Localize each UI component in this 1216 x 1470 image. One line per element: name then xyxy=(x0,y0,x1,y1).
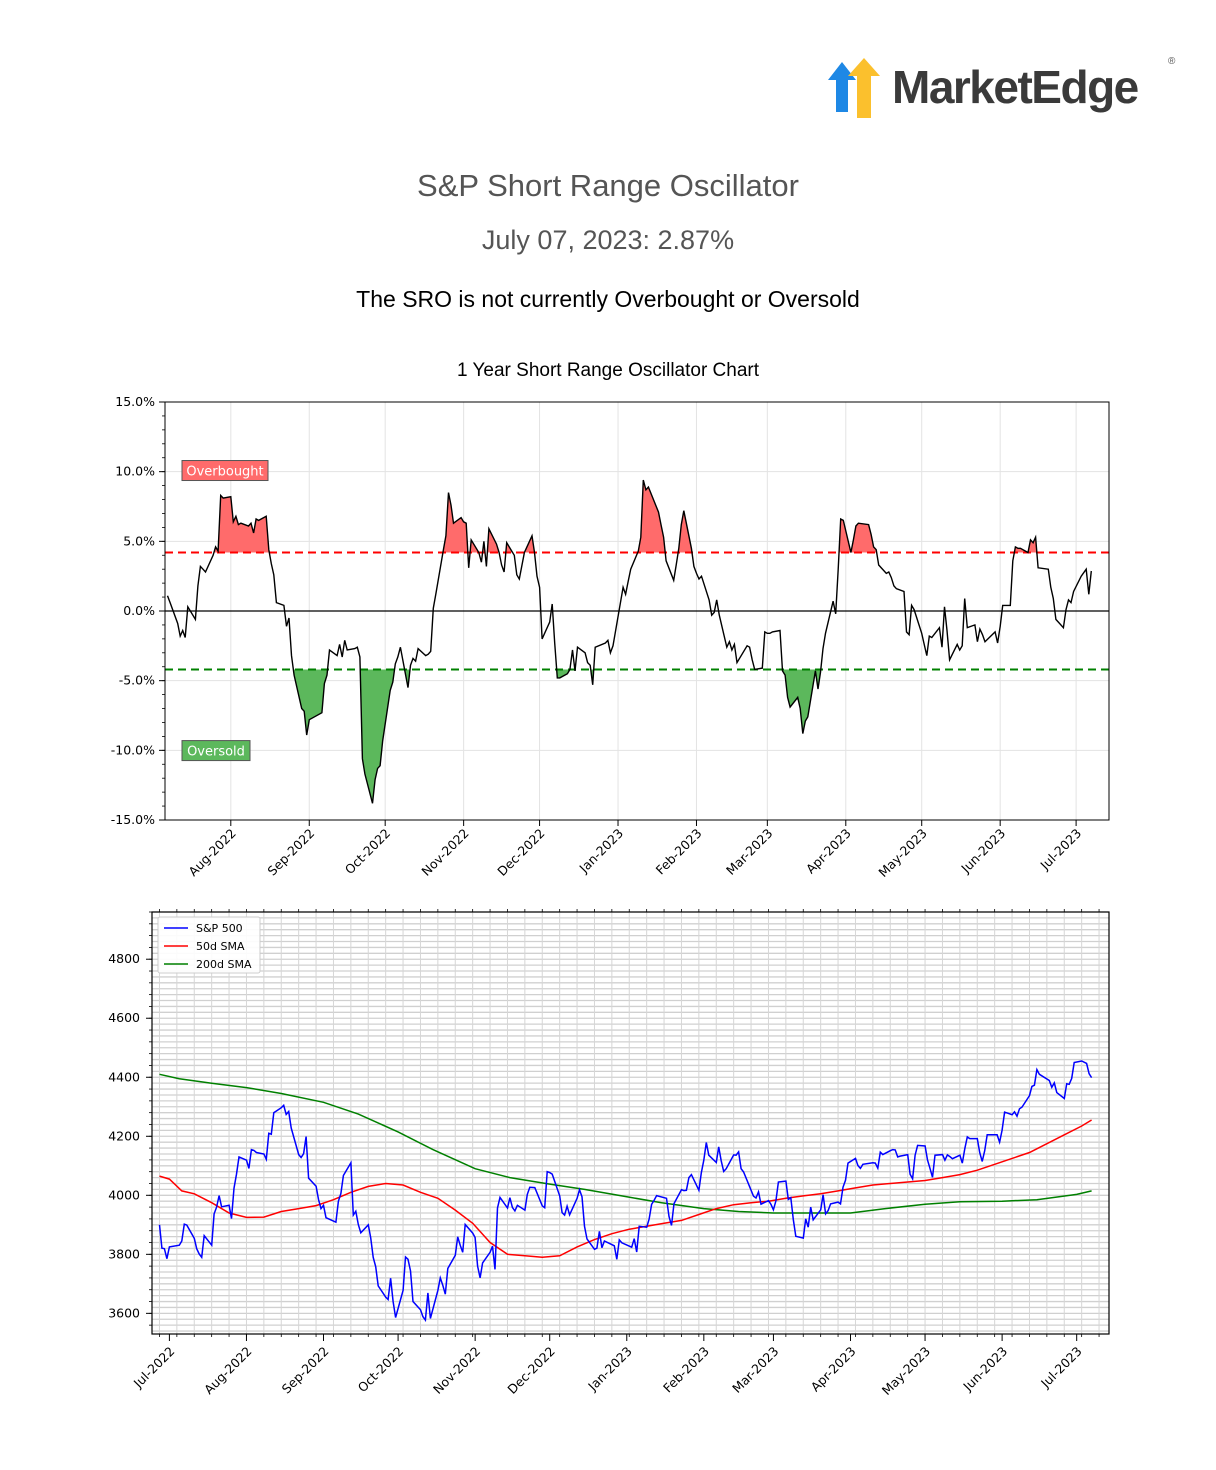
sro-series-line xyxy=(166,479,1092,804)
osc-ytick-label: 5.0% xyxy=(123,533,155,548)
osc-xtick-label: Sep-2022 xyxy=(264,826,317,879)
price-plot-frame xyxy=(151,911,1110,1335)
legend-label: 200d SMA xyxy=(196,958,252,971)
overbought-fill xyxy=(487,528,500,553)
osc-ytick-label: -10.0% xyxy=(111,742,155,757)
osc-xtick-label: Jun-2023 xyxy=(957,826,1008,877)
price-xtick-label: Jan-2023 xyxy=(584,1344,635,1395)
oscillator-chart-title: 1 Year Short Range Oscillator Chart xyxy=(456,360,760,381)
oversold-fill xyxy=(556,669,570,678)
logo-registered-mark: ® xyxy=(1168,56,1176,67)
price-xtick-label: Jul-2023 xyxy=(1037,1344,1085,1392)
osc-xtick-label: Feb-2023 xyxy=(653,826,705,878)
osc-ytick-label: -5.0% xyxy=(119,673,155,688)
price-xtick-label: Nov-2022 xyxy=(430,1344,483,1397)
sro-status-text: The SRO is not currently Overbought or O… xyxy=(356,286,860,312)
osc-xtick-label: Apr-2023 xyxy=(803,826,854,877)
legend-label: S&P 500 xyxy=(196,922,243,935)
price-xtick-label: Oct-2022 xyxy=(355,1344,407,1396)
osc-ytick-label: 10.0% xyxy=(115,464,155,479)
price-ytick-label: 3600 xyxy=(108,1305,140,1320)
oversold-fill xyxy=(360,669,395,804)
price-xtick-label: Jun-2023 xyxy=(959,1344,1010,1395)
price-ytick-label: 4600 xyxy=(108,1010,140,1025)
logo-yellow-arrow xyxy=(848,58,880,118)
legend-label: 50d SMA xyxy=(196,940,245,953)
logo-blue-arrow xyxy=(828,62,856,112)
overbought-label: Overbought xyxy=(186,465,263,480)
osc-xtick-label: Jan-2023 xyxy=(576,826,627,877)
price-xtick-label: Feb-2023 xyxy=(660,1344,712,1396)
price-xtick-label: Dec-2022 xyxy=(504,1344,557,1397)
oversold-label: Oversold xyxy=(187,745,245,760)
price-xtick-label: May-2023 xyxy=(879,1344,933,1398)
price-ytick-label: 3800 xyxy=(108,1246,140,1261)
page-subtitle: July 07, 2023: 2.87% xyxy=(481,225,735,255)
logo-arrows-icon xyxy=(828,58,880,118)
sp500-line xyxy=(158,1060,1093,1323)
overbought-label-box xyxy=(181,460,269,482)
osc-xtick-label: Nov-2022 xyxy=(418,826,471,879)
osc-xtick-label: Aug-2022 xyxy=(185,826,239,880)
overbought-fill xyxy=(678,510,692,553)
marketedge-logo: MarketEdge ® xyxy=(826,56,1186,120)
osc-xtick-label: Dec-2022 xyxy=(494,826,547,879)
price-xtick-label: Apr-2023 xyxy=(808,1344,859,1395)
oversold-fill xyxy=(293,669,328,736)
price-legend xyxy=(157,916,261,974)
osc-xtick-label: May-2023 xyxy=(875,826,929,880)
osc-ytick-label: 0.0% xyxy=(123,603,155,618)
osc-xtick-label: Mar-2023 xyxy=(723,826,775,878)
price-ytick-label: 4800 xyxy=(108,951,140,966)
sma50-line xyxy=(159,1119,1092,1259)
osc-ytick-label: -15.0% xyxy=(111,812,155,827)
price-ytick-label: 4200 xyxy=(108,1128,140,1143)
price-xtick-label: Aug-2022 xyxy=(201,1344,255,1398)
osc-ytick-label: 15.0% xyxy=(115,394,155,409)
price-ytick-label: 4000 xyxy=(108,1187,140,1202)
osc-xtick-label: Jul-2023 xyxy=(1037,826,1085,874)
overbought-fill xyxy=(1014,537,1037,553)
price-xtick-label: Mar-2023 xyxy=(729,1344,781,1396)
oscillator-chart: 15.0% 10.0% 5.0% 0.0% -5.0% -10.0% -15.0% Aug-2… xyxy=(111,394,1110,880)
price-ytick-label: 4400 xyxy=(108,1069,140,1084)
osc-xtick-label: Oct-2022 xyxy=(342,826,394,878)
oversold-label-box xyxy=(181,740,251,762)
page-title: S&P Short Range Oscillator xyxy=(417,168,799,203)
price-xtick-label: Sep-2022 xyxy=(279,1344,332,1397)
sma200-line xyxy=(159,1073,1092,1214)
logo-wordmark: MarketEdge xyxy=(892,61,1139,113)
price-xtick-label: Jul-2022 xyxy=(130,1344,178,1392)
price-chart: 4800 4600 4400 4200 4000 3800 3600 Jul-2022 Aug-… xyxy=(108,909,1110,1398)
oversold-fill xyxy=(782,669,821,734)
overbought-fill xyxy=(637,480,666,553)
